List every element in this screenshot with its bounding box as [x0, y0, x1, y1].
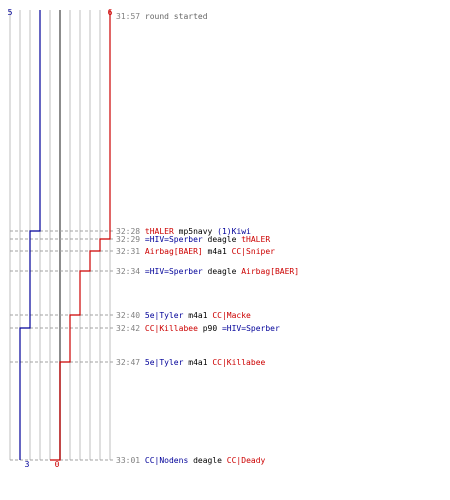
player-name: CC|Macke [212, 311, 251, 320]
kill-feed-row: 32:28 tHALER mp5navy (1)Kiwi [116, 227, 251, 236]
weapon-name: m4a1 [183, 311, 212, 320]
weapon-name: deagle [203, 235, 242, 244]
weapon-name: deagle [203, 267, 242, 276]
kill-feed-row: 32:34 =HIV=Sperber deagle Airbag[BAER] [116, 267, 299, 276]
player-name: (1)Kiwi [217, 227, 251, 236]
player-name: CC|Nodens [145, 456, 189, 465]
kill-feed-row: 32:40 5e|Tyler m4a1 CC|Macke [116, 311, 251, 320]
event-time: 32:47 [116, 358, 145, 367]
kill-feed-row: 31:57 round started [116, 12, 208, 21]
weapon-name: deagle [188, 456, 227, 465]
kill-feed-row: 33:01 CC|Nodens deagle CC|Deady [116, 456, 266, 465]
event-time: 32:31 [116, 247, 145, 256]
player-name: 5e|Tyler [145, 311, 184, 320]
kill-feed-row: 32:31 Airbag[BAER] m4a1 CC|Sniper [116, 247, 275, 256]
player-name: CC|Sniper [232, 247, 276, 256]
weapon-name: m4a1 [183, 358, 212, 367]
kill-feed: 31:57 round started 32:28 tHALER mp5navy … [116, 12, 299, 465]
blue-end-count: 3 [25, 460, 30, 469]
event-time: 33:01 [116, 456, 145, 465]
player-name: CC|Deady [227, 456, 266, 465]
player-name: =HIV=Sperber [145, 235, 203, 244]
player-name: tHALER [241, 235, 270, 244]
event-text: round started [145, 12, 208, 21]
red-end-count: 0 [55, 460, 60, 469]
blue-team-alive-line [19, 10, 41, 460]
blue-start-count: 5 [8, 8, 13, 17]
player-name: =HIV=Sperber [222, 324, 280, 333]
event-guide-lines [10, 230, 114, 461]
player-name: Airbag[BAER] [241, 267, 299, 276]
event-time: 32:42 [116, 324, 145, 333]
kill-feed-row: 32:42 CC|Killabee p90 =HIV=Sperber [116, 324, 280, 333]
player-name: 5e|Tyler [145, 358, 184, 367]
player-name: tHALER [145, 227, 174, 236]
kill-feed-row: 32:47 5e|Tyler m4a1 CC|Killabee [116, 358, 266, 367]
player-name: Airbag[BAER] [145, 247, 203, 256]
red-start-count: 6 [108, 8, 113, 17]
player-name: =HIV=Sperber [145, 267, 203, 276]
player-name: CC|Killabee [145, 324, 198, 333]
event-time: 32:34 [116, 267, 145, 276]
red-team-alive-line [50, 10, 111, 461]
event-time: 32:40 [116, 311, 145, 320]
player-name: CC|Killabee [212, 358, 265, 367]
weapon-name: p90 [198, 324, 222, 333]
weapon-name: mp5navy [174, 227, 217, 236]
weapon-name: m4a1 [203, 247, 232, 256]
event-time: 31:57 [116, 12, 145, 21]
kill-feed-row: 32:29 =HIV=Sperber deagle tHALER [116, 235, 270, 244]
event-time: 32:28 [116, 227, 145, 236]
event-time: 32:29 [116, 235, 145, 244]
alive-series [19, 10, 111, 461]
team-count-labels: 5 6 3 0 [8, 8, 113, 469]
